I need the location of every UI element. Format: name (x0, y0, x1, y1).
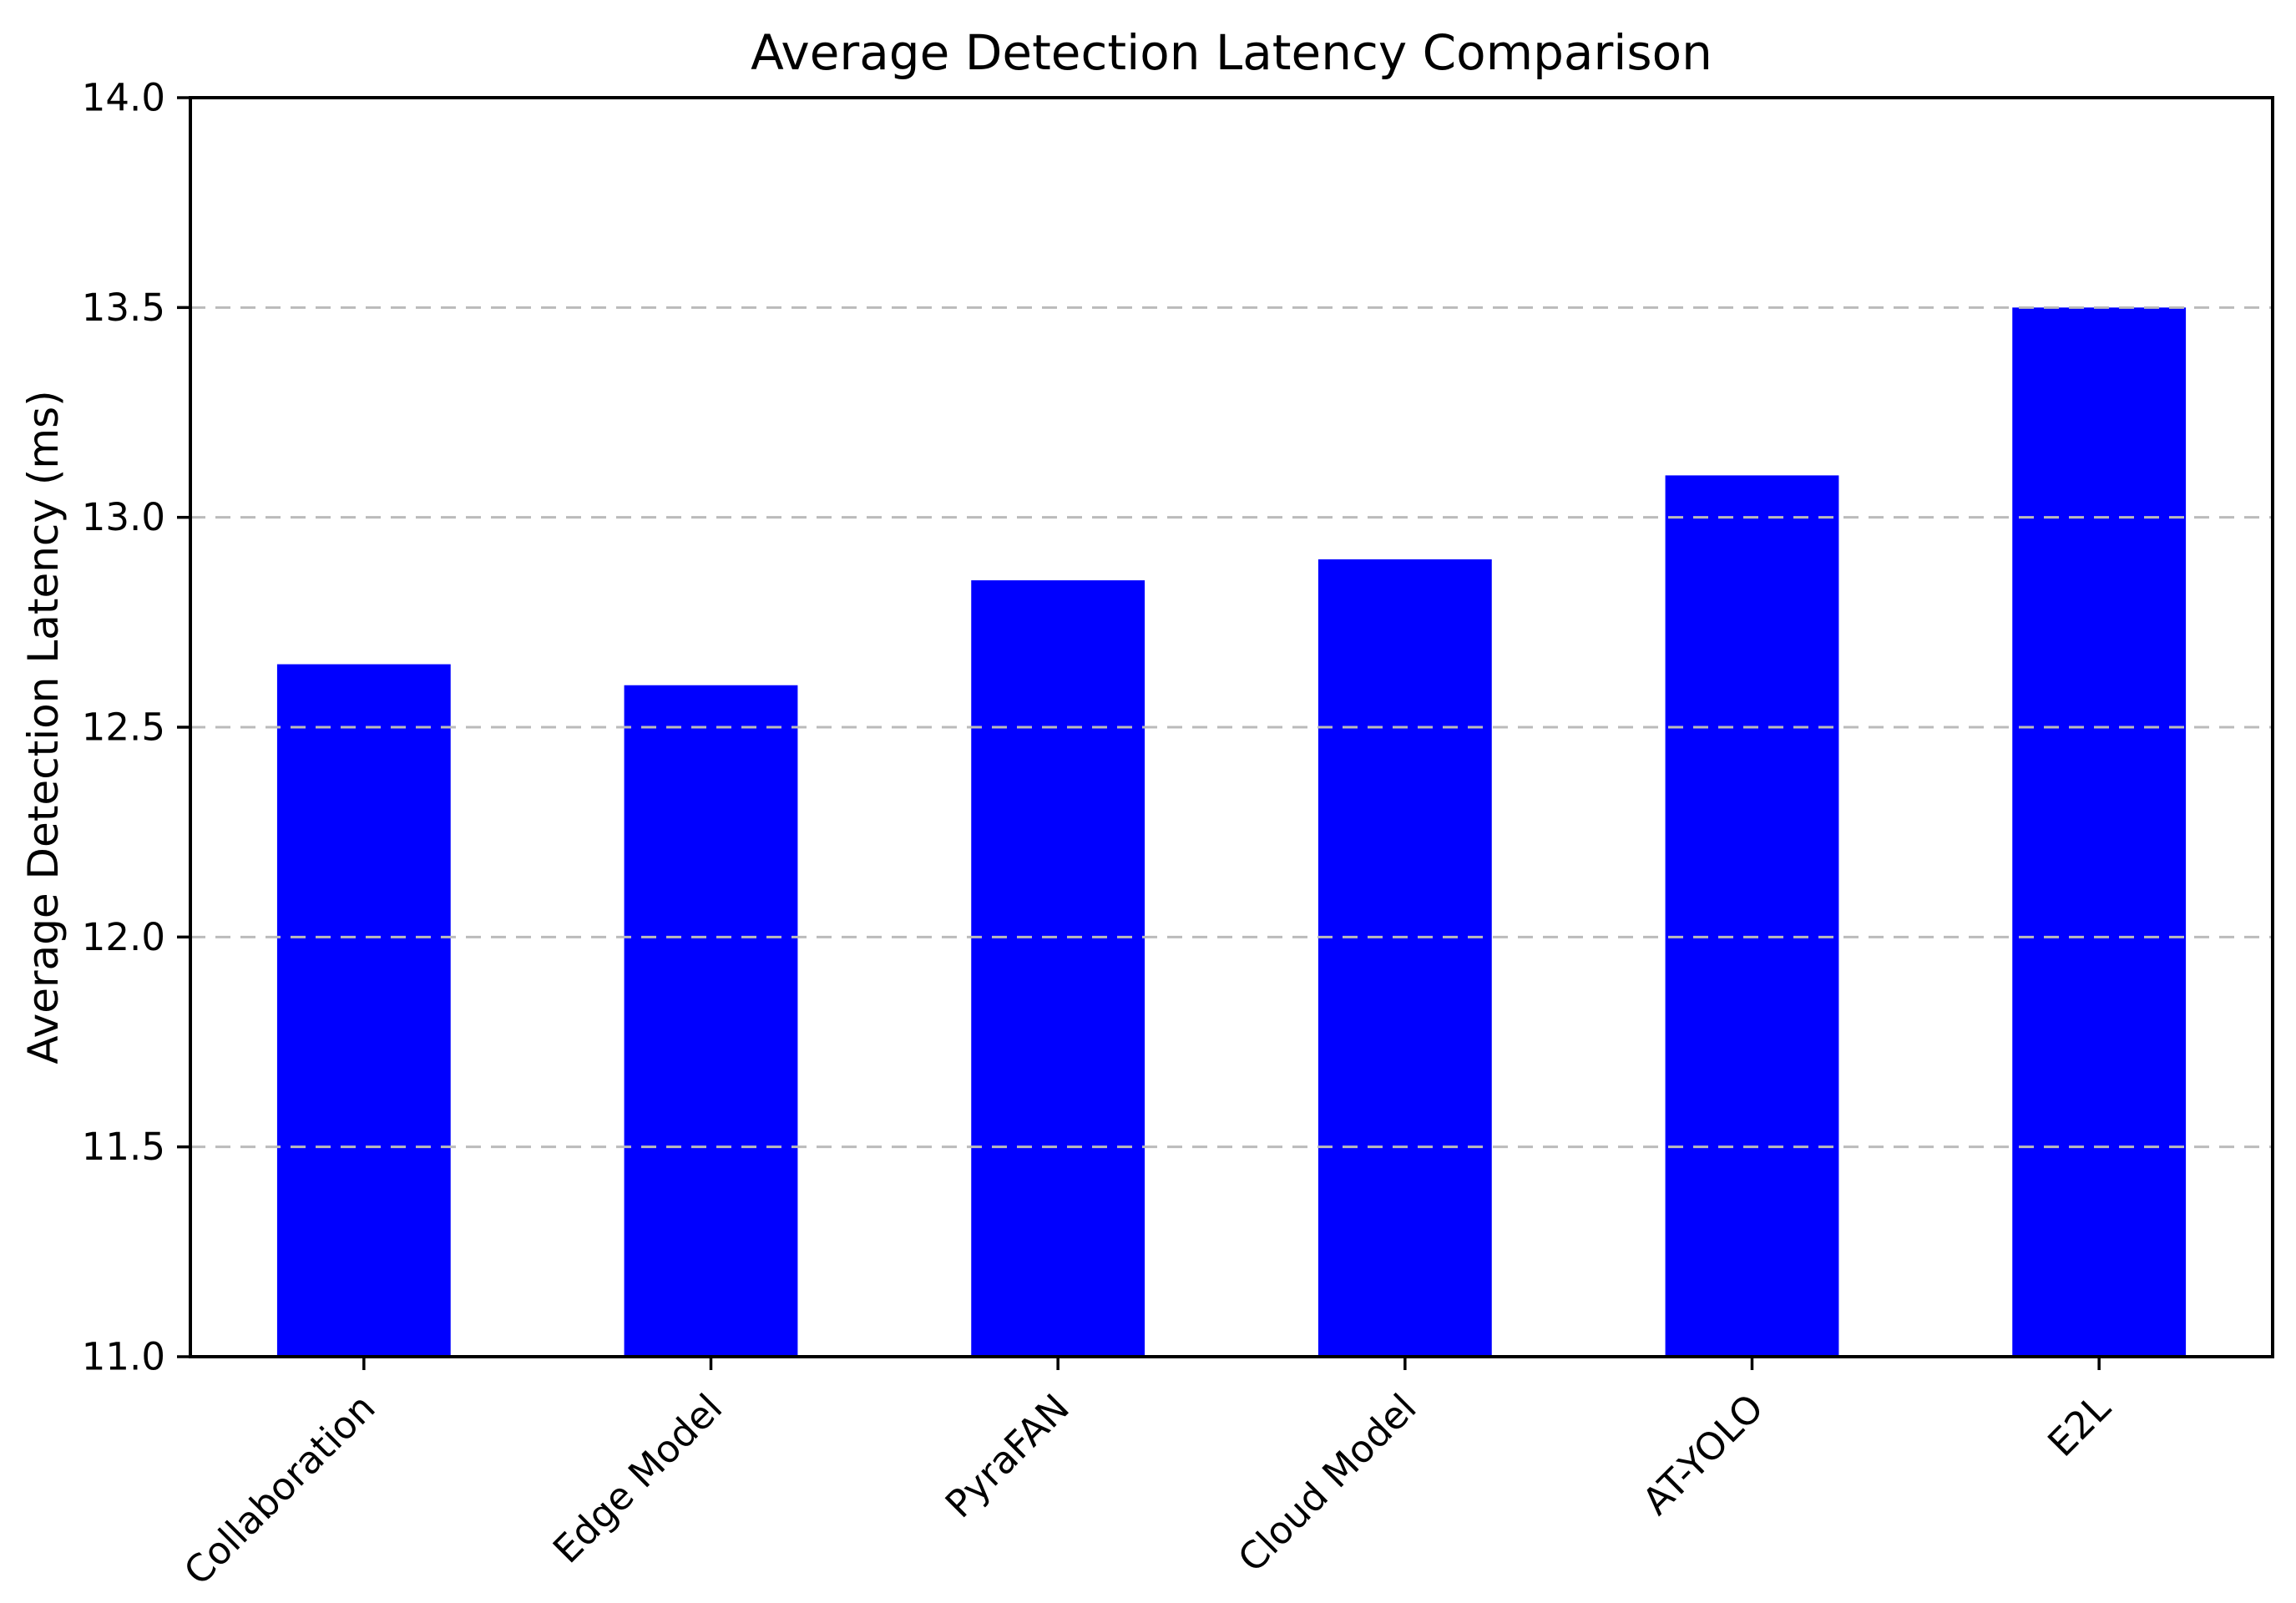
x-tick-label: E2L (2039, 1385, 2119, 1465)
bar-collaboration (276, 664, 451, 1357)
y-tick-label: 11.5 (82, 1125, 165, 1169)
y-tick-label: 11.0 (82, 1335, 165, 1379)
bar-edge-model (624, 685, 798, 1357)
bar-pyrafan (971, 580, 1145, 1357)
bar-e2l (2012, 307, 2187, 1357)
chart-title: Average Detection Latency Comparison (751, 24, 1712, 81)
y-tick-label: 12.5 (82, 705, 165, 750)
y-tick-label: 13.5 (82, 286, 165, 330)
x-tick-label: Edge Model (544, 1385, 731, 1571)
bar-at-yolo (1665, 475, 1839, 1357)
x-tick-label: Cloud Model (1230, 1385, 1425, 1580)
y-tick-label: 14.0 (82, 76, 165, 120)
bar-cloud-model (1317, 559, 1492, 1357)
x-tick-label: PyraFAN (937, 1385, 1078, 1526)
y-tick-label: 12.0 (82, 915, 165, 959)
x-tick-label: Collaboration (175, 1385, 384, 1594)
x-tick-label: AT-YOLO (1634, 1385, 1772, 1523)
y-tick-label: 13.0 (82, 495, 165, 539)
